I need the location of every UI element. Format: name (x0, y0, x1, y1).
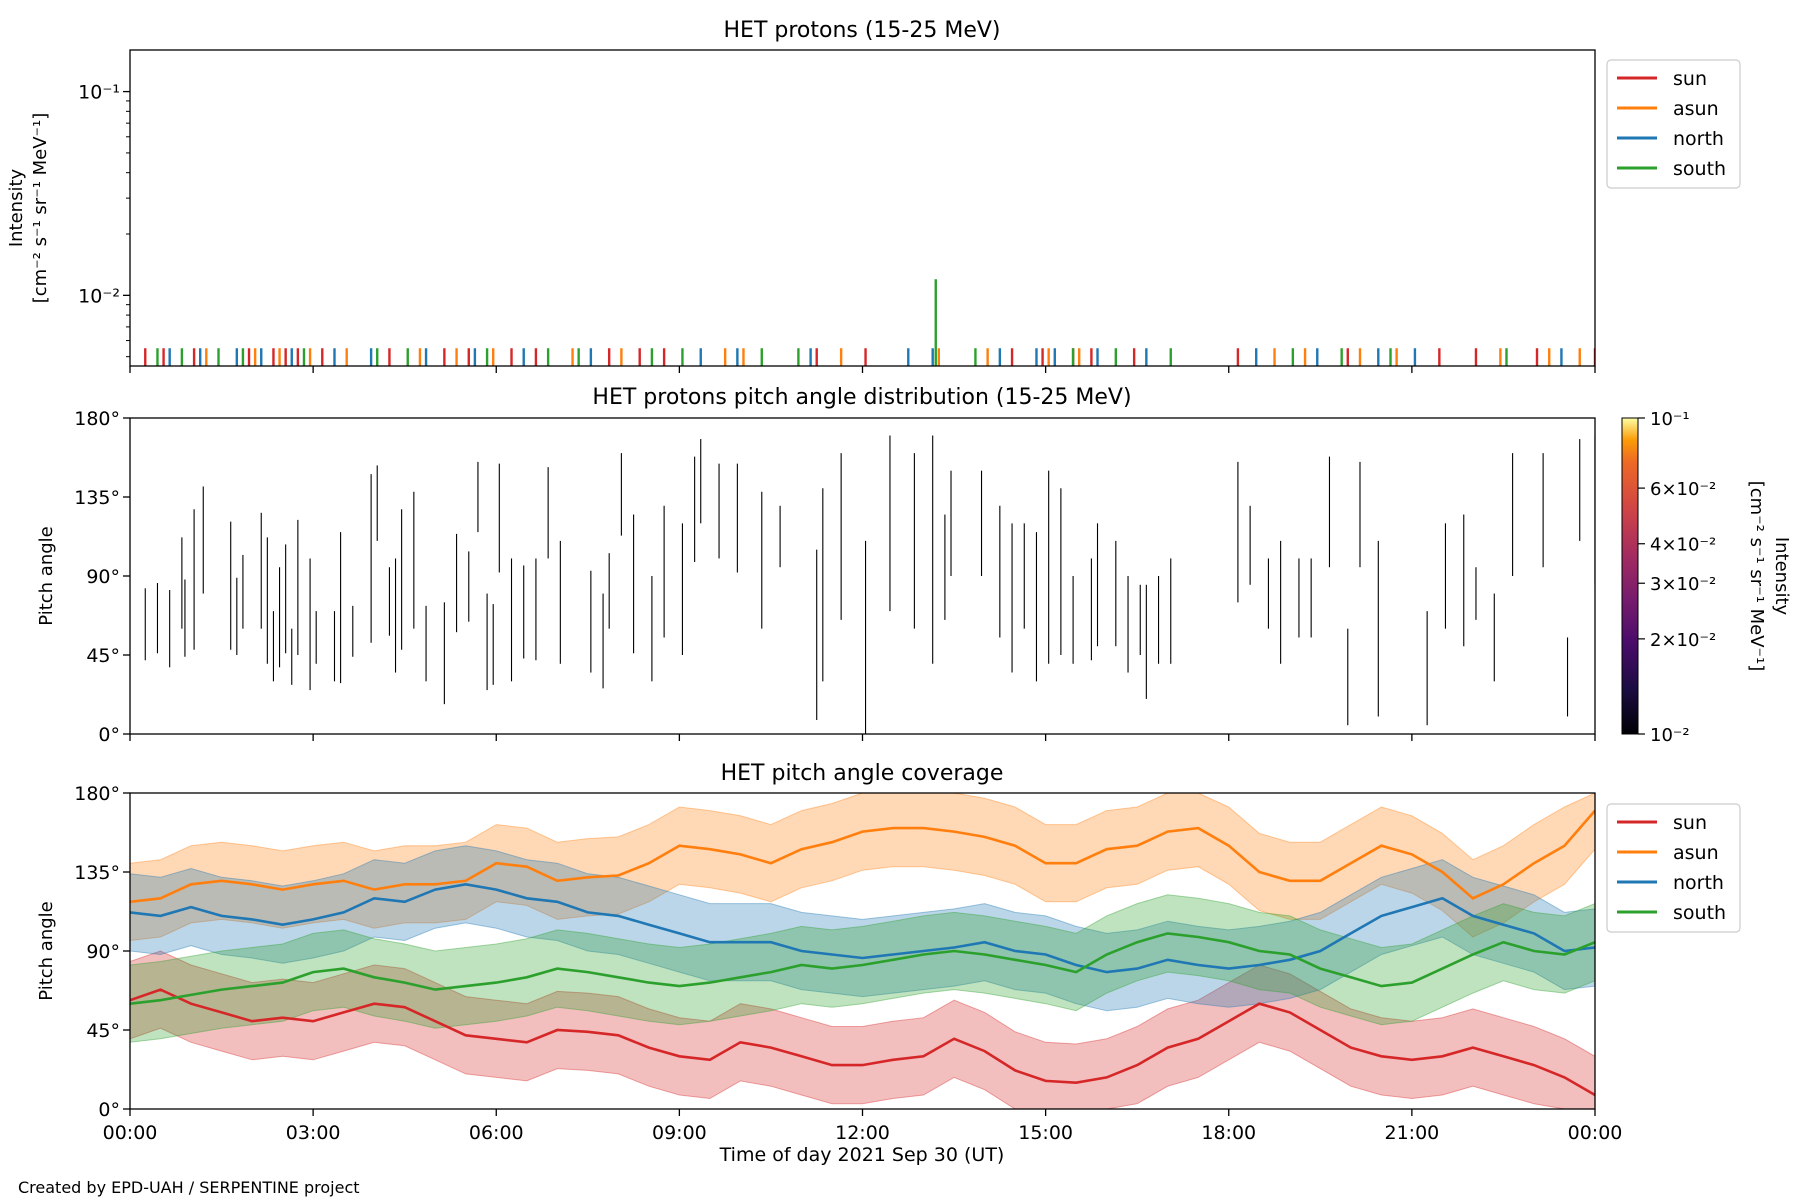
band-sun (130, 950, 1595, 1109)
panel-pitch-angle-coverage: HET pitch angle coverage Pitch angle 0° 4… (36, 761, 1741, 1166)
colorbar-tick-label: 6×10⁻² (1650, 479, 1716, 500)
colorbar-label-line1: Intensity (1771, 537, 1792, 616)
panel3-bands (130, 793, 1595, 1109)
panel-intensity: HET protons (15-25 MeV) Intensity [cm⁻² … (6, 18, 1741, 373)
y-tick-label: 90° (86, 941, 120, 963)
x-tick-label: 15:00 (1018, 1122, 1073, 1144)
x-tick-label: 00:00 (103, 1122, 158, 1144)
panel2-ylabel: Pitch angle (36, 526, 57, 625)
colorbar-tick-label: 10⁻² (1650, 725, 1690, 746)
legend3-item-asun: asun (1617, 842, 1719, 864)
panel3-ylabel: Pitch angle (36, 901, 57, 1000)
colorbar-tick-label: 2×10⁻² (1650, 630, 1716, 651)
panel3-legend: sun asun north south (1606, 803, 1741, 933)
line-north (130, 882, 1595, 974)
x-tick-label: 00:00 (1568, 1122, 1623, 1144)
legend1-label: north (1673, 128, 1724, 150)
panel3-y-ticks: 0° 45° 90° 135° 180° (74, 783, 130, 1121)
x-axis-label: Time of day 2021 Sep 30 (UT) (719, 1144, 1005, 1166)
panel1-frame (129, 49, 1596, 367)
y-tick-label: 10⁻¹ (78, 82, 120, 104)
panel2-x-ticks (129, 734, 1596, 741)
panel1-title: HET protons (15-25 MeV) (724, 18, 1001, 43)
panel-pitch-angle-distribution: HET protons pitch angle distribution (15… (36, 385, 1792, 746)
legend3-label: sun (1673, 812, 1707, 834)
colorbar-gradient (1621, 417, 1639, 735)
y-tick-label: 0° (98, 724, 120, 746)
y-tick-label: 45° (86, 645, 120, 667)
legend1-label: asun (1673, 98, 1719, 120)
colorbar-tick-label: 10⁻¹ (1650, 409, 1690, 430)
line-asun (130, 809, 1595, 904)
legend1-label: south (1673, 158, 1726, 180)
x-tick-label: 09:00 (652, 1122, 707, 1144)
legend3-item-south: south (1617, 902, 1726, 924)
legend1-item-north: north (1617, 128, 1724, 150)
legend1-label: sun (1673, 68, 1707, 90)
panel1-ylabel-line2: [cm⁻² s⁻¹ sr⁻¹ MeV⁻¹] (30, 113, 51, 304)
panel1-x-ticks (129, 366, 1596, 373)
panel2-title: HET protons pitch angle distribution (15… (592, 385, 1131, 410)
x-tick-label: 03:00 (286, 1122, 341, 1144)
y-tick-label: 90° (86, 566, 120, 588)
x-tick-label: 21:00 (1384, 1122, 1439, 1144)
line-south (130, 932, 1595, 1005)
panel2-segments (144, 435, 1595, 734)
panel3-frame (129, 792, 1596, 1110)
band-asun (130, 793, 1595, 942)
panel1-y-ticks: 10⁻² 10⁻¹ (78, 82, 130, 358)
band-south (130, 894, 1595, 1043)
x-tick-label: 18:00 (1201, 1122, 1256, 1144)
panel3-x-ticks (129, 1109, 1596, 1116)
y-tick-label: 135° (74, 487, 120, 509)
y-tick-label: 45° (86, 1020, 120, 1042)
legend1-item-sun: sun (1617, 68, 1707, 90)
legend3-label: south (1673, 902, 1726, 924)
legend3-item-sun: sun (1617, 812, 1707, 834)
panel1-ylabel-line1: Intensity (6, 168, 27, 247)
panel2-frame (129, 417, 1596, 735)
panel3-lines (130, 809, 1595, 1097)
x-tick-labels: 00:00 03:00 06:00 09:00 12:00 15:00 18:00 21:00… (103, 1122, 1623, 1144)
colorbar-ticks: 10⁻² 2×10⁻² 3×10⁻² 4×10⁻² 6×10⁻² 10⁻¹ (1638, 409, 1716, 746)
legend3-label: asun (1673, 842, 1719, 864)
colorbar-tick-label: 4×10⁻² (1650, 535, 1716, 556)
legend3-item-north: north (1617, 872, 1724, 894)
credit-text: Created by EPD-UAH / SERPENTINE project (18, 1178, 360, 1197)
legend3-label: north (1673, 872, 1724, 894)
panel3-title: HET pitch angle coverage (721, 761, 1004, 786)
line-sun (130, 988, 1595, 1097)
panel1-spikes (144, 279, 1595, 366)
panel1-legend: sun asun north south (1606, 59, 1741, 189)
y-tick-label: 0° (98, 1099, 120, 1121)
y-tick-label: 10⁻² (78, 285, 120, 307)
y-tick-label: 135° (74, 862, 120, 884)
legend1-item-south: south (1617, 158, 1726, 180)
legend1-item-asun: asun (1617, 98, 1719, 120)
x-tick-label: 06:00 (469, 1122, 524, 1144)
panel2-y-ticks: 0° 45° 90° 135° 180° (74, 408, 130, 746)
y-tick-label: 180° (74, 783, 120, 805)
y-tick-label: 180° (74, 408, 120, 430)
colorbar-tick-label: 3×10⁻² (1650, 574, 1716, 595)
colorbar-label-line2: [cm⁻² s⁻¹ sr⁻¹ MeV⁻¹] (1746, 481, 1767, 672)
colorbar: 10⁻² 2×10⁻² 3×10⁻² 4×10⁻² 6×10⁻² 10⁻¹ Intensi… (1621, 409, 1792, 746)
x-tick-label: 12:00 (835, 1122, 890, 1144)
